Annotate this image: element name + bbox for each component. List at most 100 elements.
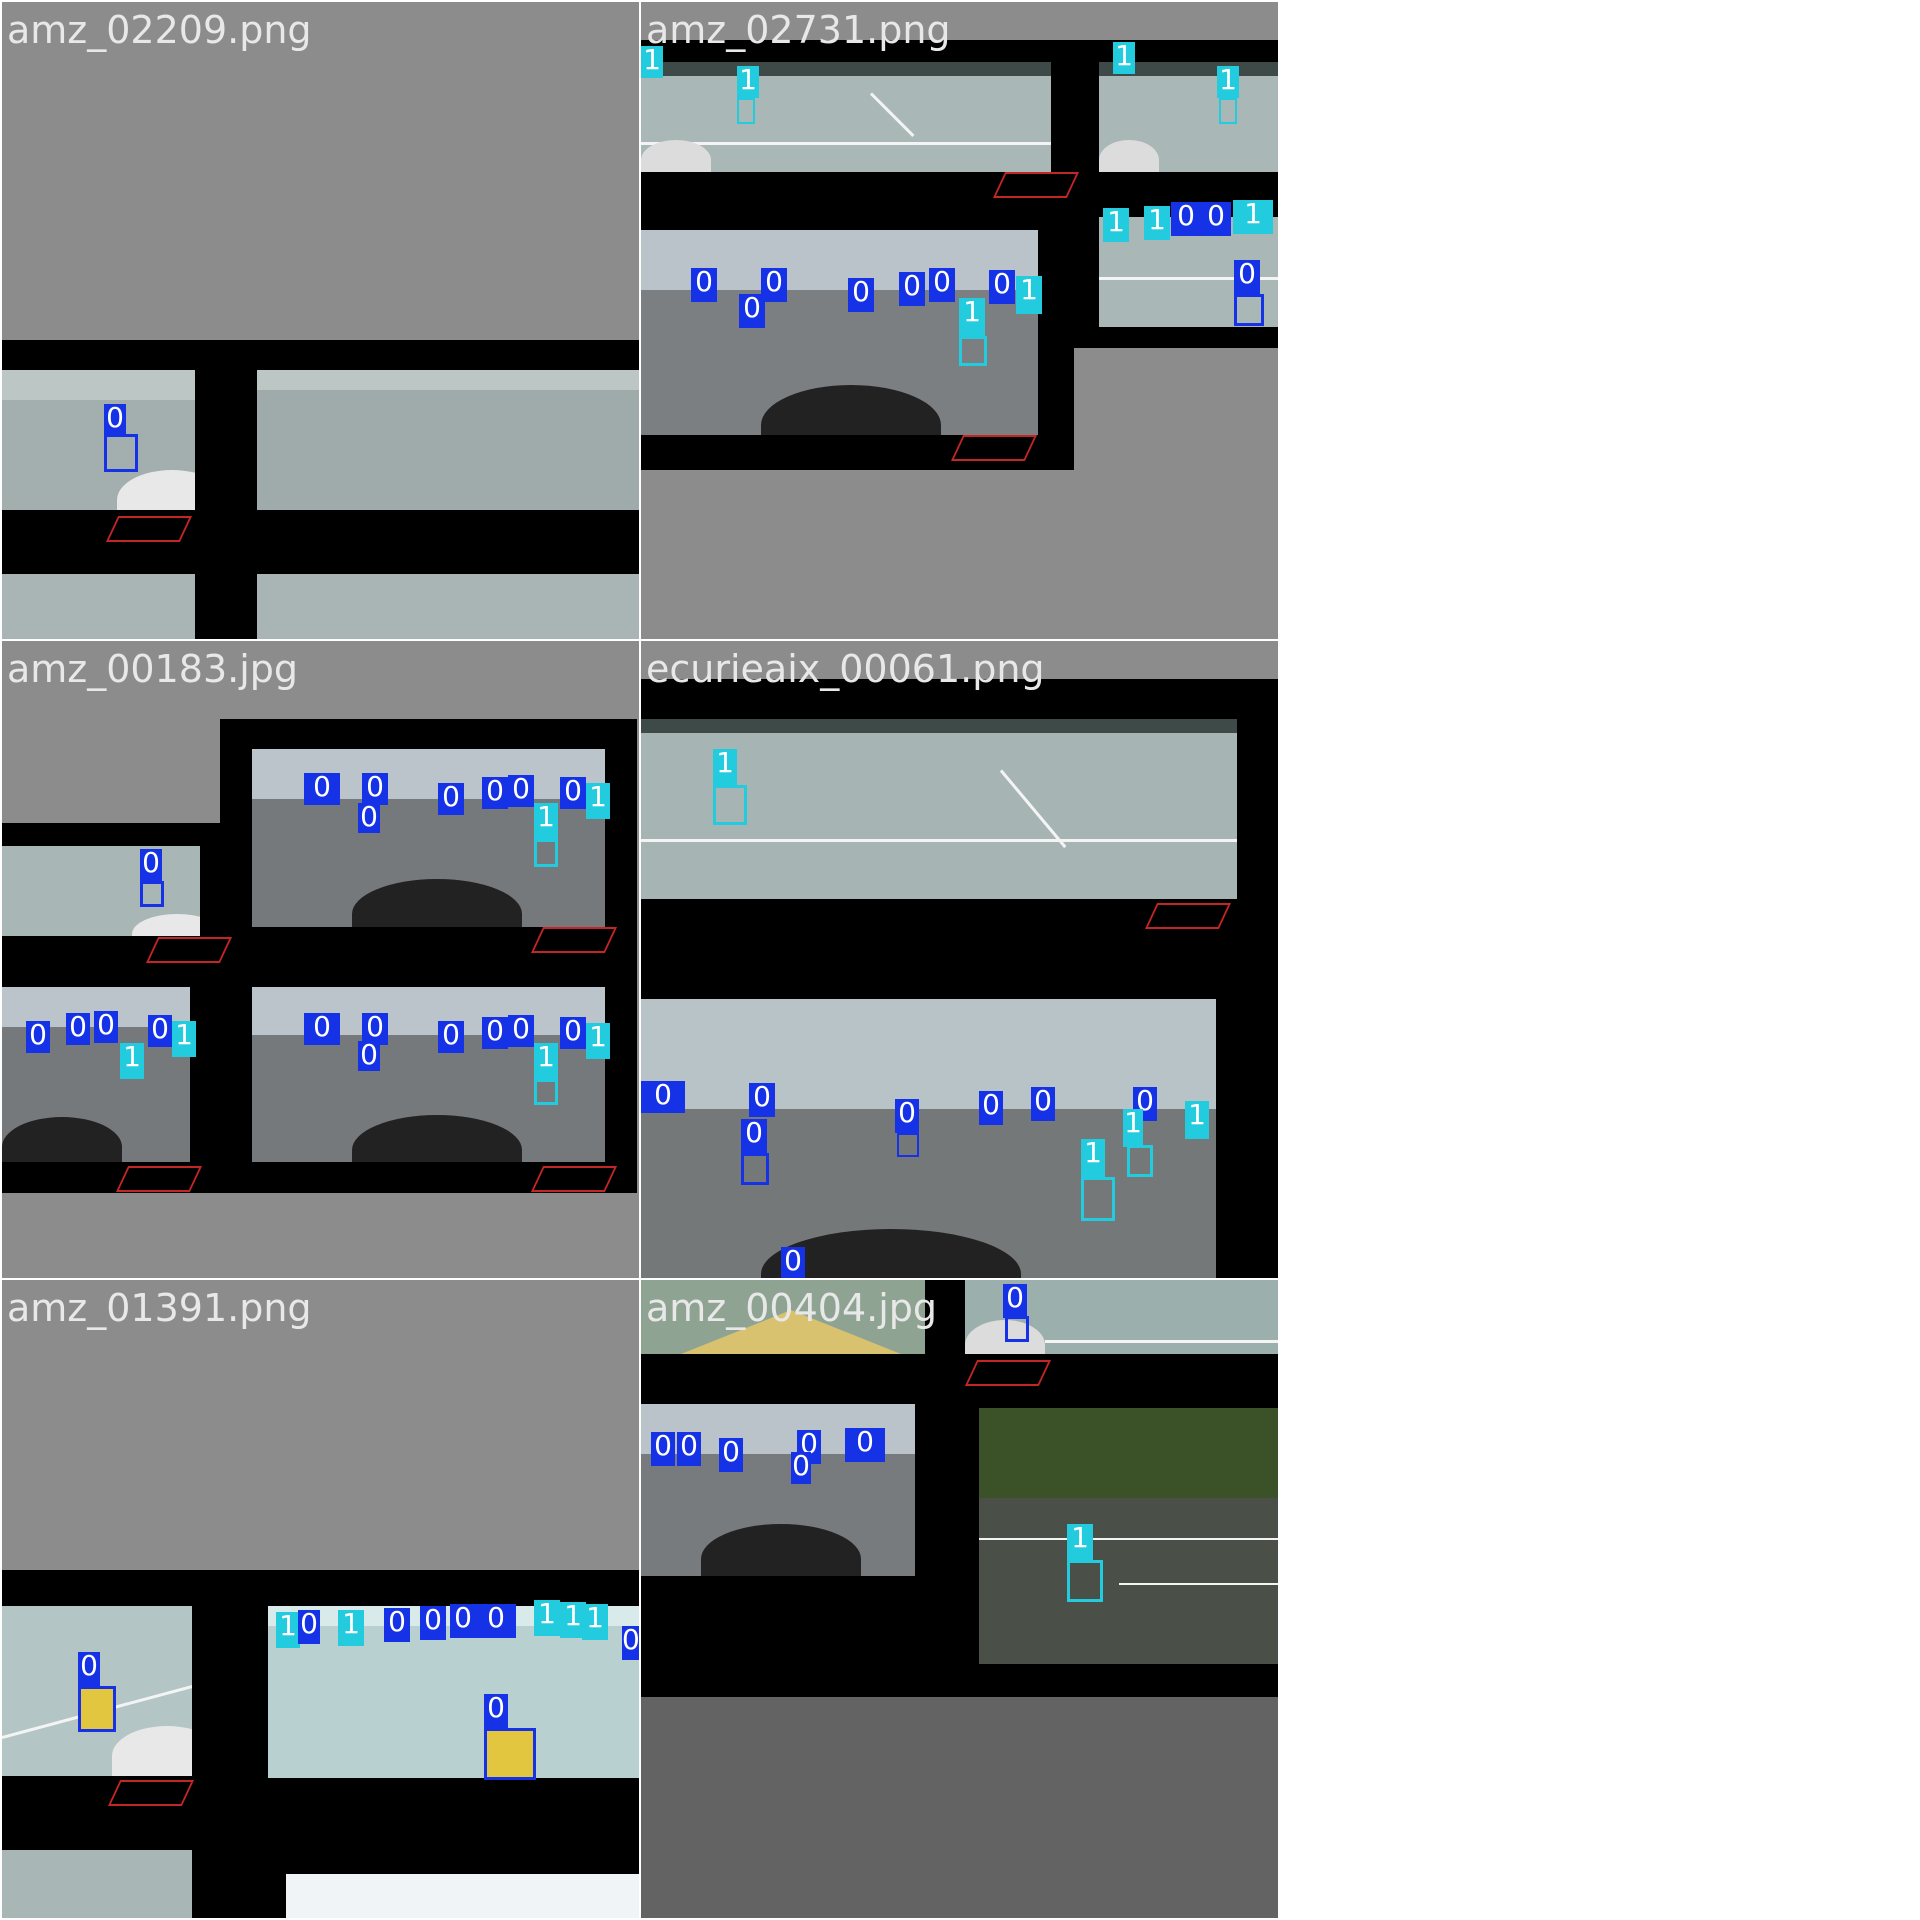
- detection-label-0: 0: [304, 1013, 340, 1045]
- gray-fill: [641, 641, 1278, 679]
- detection-label-0: 0: [719, 1438, 743, 1472]
- detection-label-0: 0: [476, 1604, 516, 1638]
- detection-label-0: 0: [979, 1091, 1003, 1125]
- detection-label-0: 0: [560, 1017, 586, 1049]
- amz-logo: [1144, 903, 1232, 929]
- tile-filename: amz_00183.jpg: [7, 647, 299, 691]
- detection-label-0: 0: [362, 1013, 388, 1045]
- detection-label-1: 1: [1185, 1101, 1209, 1139]
- tile-filename: amz_02209.png: [7, 8, 312, 52]
- detection-label-1: 1: [1016, 276, 1042, 314]
- detection-box-class-0: [484, 1728, 536, 1780]
- detection-label-1: 1: [338, 1610, 364, 1646]
- detection-label-0: 0: [438, 1021, 464, 1053]
- detection-label-0: 0: [739, 294, 765, 328]
- detection-label-0: 0: [1234, 260, 1260, 294]
- detection-box-class-1: [713, 785, 747, 825]
- camera-frame: [641, 719, 1237, 899]
- camera-frame: [641, 999, 1216, 1278]
- detection-label-0: 0: [508, 775, 534, 807]
- detection-label-0: 0: [384, 1608, 410, 1642]
- detection-label-0: 0: [358, 803, 380, 833]
- detection-box-class-0: [78, 1686, 116, 1732]
- detection-label-0: 0: [1201, 202, 1231, 236]
- tile-filename: ecurieaix_00061.png: [646, 647, 1045, 691]
- detection-box-class-1: [1127, 1145, 1153, 1177]
- detection-label-0: 0: [482, 1017, 508, 1049]
- camera-frame: [286, 1874, 639, 1918]
- detection-label-0: 0: [989, 270, 1015, 304]
- mosaic-tile-2: amz_02731.png 1 1 1 1 1 1 0 0 1 0 0 0 0 …: [641, 2, 1278, 639]
- detection-label-0: 0: [845, 1428, 885, 1462]
- detection-box-class-0: [1234, 294, 1264, 326]
- detection-label-0: 0: [148, 1015, 172, 1047]
- detection-box-class-1: [959, 336, 987, 366]
- detection-label-0: 0: [420, 1606, 446, 1640]
- detection-label-0: 0: [749, 1083, 775, 1117]
- mosaic-tile-5: amz_01391.png 0 0 1 0 1 0 0 0 0 1 1 1 0: [2, 1280, 639, 1918]
- amz-logo: [107, 1780, 195, 1806]
- detection-label-0: 0: [78, 1652, 100, 1686]
- detection-box-class-0: [104, 434, 138, 472]
- detection-label-1: 1: [1144, 206, 1170, 240]
- detection-box-class-1: [534, 839, 558, 867]
- detection-box-class-0: [741, 1153, 769, 1185]
- detection-label-0: 0: [482, 777, 508, 809]
- detection-label-0: 0: [560, 777, 586, 809]
- detection-label-1: 1: [959, 298, 985, 336]
- detection-label-1: 1: [1233, 200, 1273, 234]
- camera-frame: [979, 1408, 1278, 1664]
- detection-label-1: 1: [534, 803, 558, 839]
- detection-label-0: 0: [1003, 1284, 1027, 1318]
- detection-label-1: 1: [1113, 42, 1135, 74]
- camera-frame: [2, 846, 200, 936]
- detection-label-0: 0: [641, 1081, 685, 1113]
- detection-label-1: 1: [172, 1021, 196, 1057]
- detection-label-1: 1: [534, 1600, 560, 1636]
- detection-box-class-1: [1067, 1560, 1103, 1602]
- detection-label-1: 1: [1081, 1139, 1105, 1177]
- detection-label-1: 1: [534, 1043, 558, 1079]
- amz-logo: [115, 1166, 203, 1192]
- detection-label-1: 1: [120, 1043, 144, 1079]
- detection-label-0: 0: [899, 272, 925, 306]
- detection-label-0: 0: [508, 1015, 534, 1047]
- detection-label-1: 1: [586, 783, 610, 819]
- detection-label-0: 0: [1133, 1087, 1157, 1121]
- detection-label-1: 1: [582, 1604, 608, 1640]
- detection-label-1: 1: [1103, 208, 1129, 242]
- detection-label-1: 1: [276, 1612, 300, 1648]
- camera-frame: [2, 370, 195, 510]
- detection-label-0: 0: [741, 1119, 767, 1153]
- detection-label-1: 1: [1067, 1524, 1093, 1560]
- detection-box-class-0: [1005, 1316, 1029, 1342]
- detection-label-0: 0: [26, 1021, 50, 1053]
- camera-frame: [2, 574, 195, 639]
- detection-label-0: 0: [929, 268, 955, 302]
- detection-label-0: 0: [104, 404, 126, 434]
- detection-label-0: 0: [358, 1041, 380, 1071]
- amz-logo: [950, 435, 1038, 461]
- detection-label-0: 0: [677, 1432, 701, 1466]
- amz-logo: [145, 937, 233, 963]
- detection-label-0: 0: [1171, 202, 1201, 236]
- detection-label-0: 0: [450, 1604, 476, 1638]
- detection-label-0: 0: [438, 783, 464, 815]
- detection-label-0: 0: [298, 1610, 320, 1644]
- detection-label-0: 0: [691, 268, 717, 302]
- amz-logo: [105, 516, 193, 542]
- mosaic-tile-1: amz_02209.png 0: [2, 2, 639, 639]
- detection-label-0: 0: [140, 849, 162, 881]
- detection-label-0: 0: [791, 1449, 811, 1484]
- tile-filename: amz_00404.jpg: [646, 1286, 938, 1330]
- detection-label-1: 1: [560, 1602, 586, 1638]
- camera-frame: [2, 1850, 192, 1918]
- detection-label-0: 0: [848, 278, 874, 312]
- detection-box-class-1: [1219, 98, 1237, 124]
- detection-box-class-0: [140, 881, 164, 907]
- detection-label-0: 0: [781, 1247, 805, 1278]
- detection-label-0: 0: [66, 1013, 90, 1045]
- detection-box-class-1: [737, 98, 755, 124]
- mosaic-tile-4: ecurieaix_00061.png 1 0 0 0 0 0 0 0 1 1 …: [641, 641, 1278, 1278]
- detection-label-0: 0: [94, 1011, 118, 1043]
